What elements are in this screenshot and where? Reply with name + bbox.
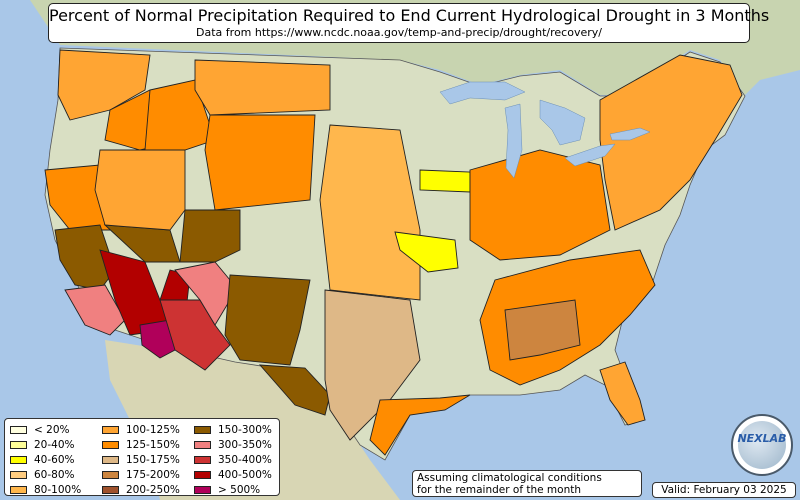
legend-label: 400-500% [218, 468, 272, 481]
legend-label: < 20% [34, 423, 70, 436]
legend-swatch [194, 485, 211, 494]
assumption-note: Assuming climatological conditions for t… [412, 470, 642, 497]
legend-label: > 500% [218, 483, 261, 496]
region-california-south [64, 284, 126, 336]
legend-item: 175-200% [102, 467, 180, 482]
region-idaho [144, 79, 216, 151]
legend-item: 150-175% [102, 452, 180, 467]
legend-label: 150-300% [218, 423, 272, 436]
legend-label: 100-125% [126, 423, 180, 436]
region-northeast [599, 54, 743, 231]
region-gulf-interior [504, 299, 581, 361]
legend-label: 125-150% [126, 438, 180, 451]
note-line-1: Assuming climatological conditions [417, 472, 602, 484]
title-box: Percent of Normal Precipitation Required… [48, 3, 770, 43]
nexlab-logo: NEXLAB [731, 414, 793, 476]
legend-label: 20-40% [34, 438, 75, 451]
legend-item: 20-40% [10, 437, 81, 452]
region-new-mexico [224, 274, 311, 366]
region-montana [194, 59, 331, 116]
region-florida [599, 361, 646, 426]
legend-swatch [194, 470, 211, 479]
lake-superior [439, 81, 526, 105]
lake-erie [564, 143, 616, 167]
note-line-2: for the remainder of the month [417, 484, 582, 496]
legend: < 20% 20-40% 40-60% 60-80% 80-100% 100-125% 1… [4, 418, 280, 496]
legend-item: 60-80% [10, 467, 81, 482]
logo-text: NEXLAB [737, 432, 787, 445]
legend-item: > 500% [194, 482, 272, 497]
lake-huron [539, 99, 586, 146]
region-nevada-north [94, 149, 186, 231]
legend-item: 100-125% [102, 422, 180, 437]
legend-item: 150-300% [194, 422, 272, 437]
legend-label: 80-100% [34, 483, 82, 496]
legend-swatch [10, 440, 27, 449]
region-texas-west [258, 364, 331, 416]
region-texas-central [324, 289, 421, 441]
region-utah [179, 209, 241, 263]
legend-swatch [194, 440, 211, 449]
legend-item: 300-350% [194, 437, 272, 452]
legend-label: 350-400% [218, 453, 272, 466]
legend-swatch [102, 470, 119, 479]
legend-item: < 20% [10, 422, 81, 437]
legend-item: 40-60% [10, 452, 81, 467]
region-wyoming-colorado [204, 114, 316, 211]
legend-swatch [102, 485, 119, 494]
great-lakes [439, 81, 651, 179]
legend-column: < 20% 20-40% 40-60% 60-80% 80-100% [10, 422, 81, 497]
legend-label: 60-80% [34, 468, 75, 481]
legend-column: 100-125% 125-150% 150-175% 175-200% 200-250% [102, 422, 180, 497]
lake-michigan [504, 103, 523, 179]
legend-swatch [102, 425, 119, 434]
legend-swatch [10, 485, 27, 494]
legend-swatch [194, 455, 211, 464]
legend-label: 200-250% [126, 483, 180, 496]
legend-item: 80-100% [10, 482, 81, 497]
legend-item: 200-250% [102, 482, 180, 497]
region-arizona-southwest [139, 319, 176, 359]
legend-label: 40-60% [34, 453, 75, 466]
legend-column: 150-300% 300-350% 350-400% 400-500% > 500% [194, 422, 272, 497]
lake-ontario [609, 127, 651, 141]
region-iowa [419, 169, 471, 193]
drought-regions [44, 49, 743, 456]
legend-label: 175-200% [126, 468, 180, 481]
region-missouri [394, 231, 459, 273]
legend-item: 125-150% [102, 437, 180, 452]
map-title: Percent of Normal Precipitation Required… [49, 6, 770, 25]
legend-swatch [102, 440, 119, 449]
legend-label: 150-175% [126, 453, 180, 466]
legend-label: 300-350% [218, 438, 272, 451]
legend-swatch [194, 425, 211, 434]
map-subtitle: Data from https://www.ncdc.noaa.gov/temp… [196, 26, 602, 39]
valid-date: Valid: February 03 2025 [652, 482, 796, 498]
legend-item: 400-500% [194, 467, 272, 482]
legend-swatch [10, 470, 27, 479]
region-texas-gulf [369, 394, 471, 456]
legend-swatch [10, 425, 27, 434]
logo-globe [738, 421, 786, 469]
legend-item: 350-400% [194, 452, 272, 467]
legend-swatch [10, 455, 27, 464]
region-midwest [469, 149, 611, 261]
legend-swatch [102, 455, 119, 464]
region-plains [319, 124, 421, 301]
